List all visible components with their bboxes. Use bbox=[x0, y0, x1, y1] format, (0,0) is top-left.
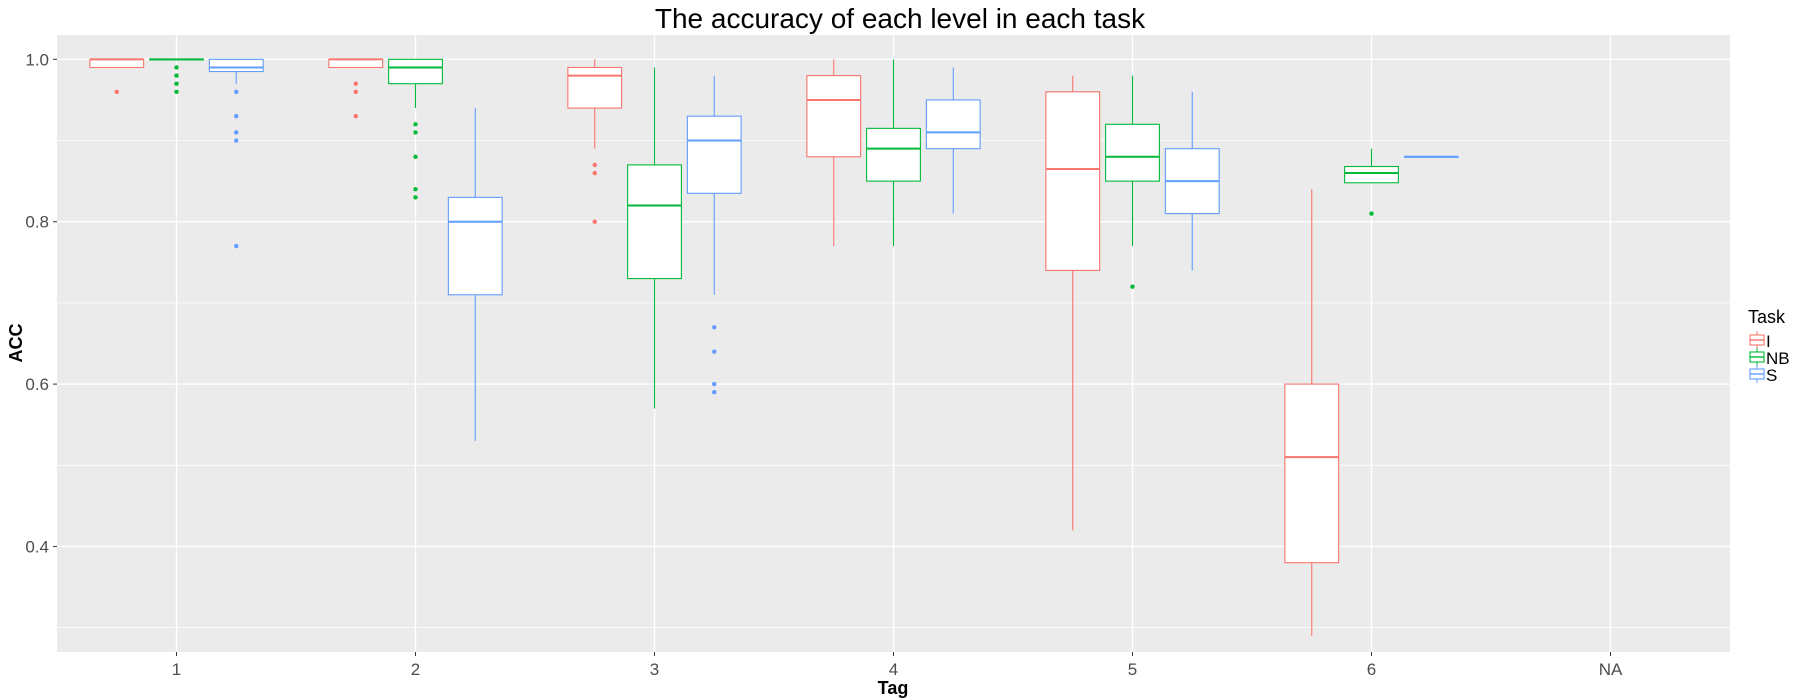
box-NB-4 bbox=[866, 59, 921, 247]
box-S-1 bbox=[208, 58, 264, 249]
outlier-point bbox=[174, 81, 179, 86]
legend-item-I: I bbox=[1749, 331, 1771, 351]
legend-item-NB: NB bbox=[1749, 348, 1790, 368]
box-NB-1 bbox=[149, 58, 204, 95]
box-S-5 bbox=[1164, 91, 1220, 271]
outlier-point bbox=[174, 89, 179, 95]
box-iqr bbox=[388, 58, 443, 85]
box-I-2 bbox=[328, 58, 384, 119]
y-tick-label: 0.8 bbox=[25, 213, 49, 232]
outlier-point bbox=[413, 154, 418, 159]
box-S-6 bbox=[1403, 155, 1459, 158]
box-iqr bbox=[686, 115, 742, 194]
outlier-point bbox=[712, 390, 717, 395]
outlier-point bbox=[712, 349, 717, 354]
outlier-point bbox=[353, 89, 358, 95]
box-I-5 bbox=[1045, 75, 1101, 531]
x-tick-label: 6 bbox=[1367, 660, 1376, 679]
box-NB-3 bbox=[627, 67, 682, 409]
x-tick-label: 5 bbox=[1128, 660, 1137, 679]
outlier-point bbox=[234, 130, 239, 135]
outlier-point bbox=[234, 113, 239, 119]
outlier-point bbox=[1369, 211, 1374, 216]
x-axis-title: Tag bbox=[878, 678, 909, 698]
box-iqr bbox=[89, 58, 145, 69]
box-iqr bbox=[1045, 91, 1101, 271]
box-iqr bbox=[208, 58, 264, 73]
y-axis-title: ACC bbox=[6, 324, 26, 363]
x-tick-label: 3 bbox=[650, 660, 659, 679]
x-tick-label: 4 bbox=[889, 660, 898, 679]
box-iqr bbox=[806, 75, 862, 158]
box-iqr bbox=[925, 99, 981, 150]
box-NB-6 bbox=[1344, 148, 1399, 216]
outlier-point bbox=[1130, 284, 1135, 289]
legend-title: Task bbox=[1748, 307, 1786, 327]
legend-label: S bbox=[1766, 366, 1777, 385]
legend-label: I bbox=[1766, 332, 1771, 351]
box-layer bbox=[89, 58, 1459, 636]
box-S-2 bbox=[447, 108, 503, 441]
outlier-point bbox=[413, 130, 418, 135]
chart-title: The accuracy of each level in each task bbox=[655, 3, 1146, 34]
outlier-point bbox=[353, 113, 358, 119]
outlier-point bbox=[353, 81, 358, 86]
x-tick-label: 1 bbox=[172, 660, 181, 679]
y-tick-label: 0.6 bbox=[25, 375, 49, 394]
box-S-3 bbox=[686, 75, 742, 395]
outlier-point bbox=[234, 243, 239, 249]
legend-item-S: S bbox=[1749, 365, 1777, 385]
outlier-point bbox=[592, 162, 597, 168]
box-NB-2 bbox=[388, 58, 443, 200]
box-NB-5 bbox=[1105, 75, 1160, 289]
outlier-point bbox=[592, 170, 597, 176]
box-iqr bbox=[1344, 165, 1399, 184]
box-iqr bbox=[866, 127, 921, 182]
outlier-point bbox=[712, 325, 717, 330]
y-tick-label: 0.4 bbox=[25, 537, 49, 556]
box-iqr bbox=[447, 196, 503, 296]
box-S-4 bbox=[925, 67, 981, 214]
outlier-point bbox=[174, 73, 179, 78]
outlier-point bbox=[413, 122, 418, 127]
box-I-1 bbox=[89, 58, 145, 95]
box-I-3 bbox=[567, 59, 623, 224]
outlier-point bbox=[114, 89, 119, 95]
y-axis: 0.4 0.6 0.8 1.0 bbox=[25, 50, 57, 556]
outlier-point bbox=[234, 89, 239, 95]
outlier-point bbox=[592, 219, 597, 224]
outlier-point bbox=[413, 195, 418, 200]
x-tick-label: NA bbox=[1599, 660, 1623, 679]
box-iqr bbox=[567, 66, 623, 109]
outlier-point bbox=[712, 381, 717, 387]
y-tick-label: 1.0 bbox=[25, 50, 49, 69]
box-I-6 bbox=[1284, 189, 1340, 636]
x-axis: 1 2 3 4 5 6 NA bbox=[172, 652, 1623, 679]
box-iqr bbox=[627, 164, 682, 280]
box-iqr bbox=[328, 58, 384, 69]
outlier-point bbox=[234, 138, 239, 143]
legend-label: NB bbox=[1766, 349, 1790, 368]
box-iqr bbox=[1284, 383, 1340, 564]
x-tick-label: 2 bbox=[411, 660, 420, 679]
box-I-4 bbox=[806, 59, 862, 247]
outlier-point bbox=[174, 65, 179, 70]
box-iqr bbox=[1105, 123, 1160, 182]
outlier-point bbox=[413, 187, 418, 192]
